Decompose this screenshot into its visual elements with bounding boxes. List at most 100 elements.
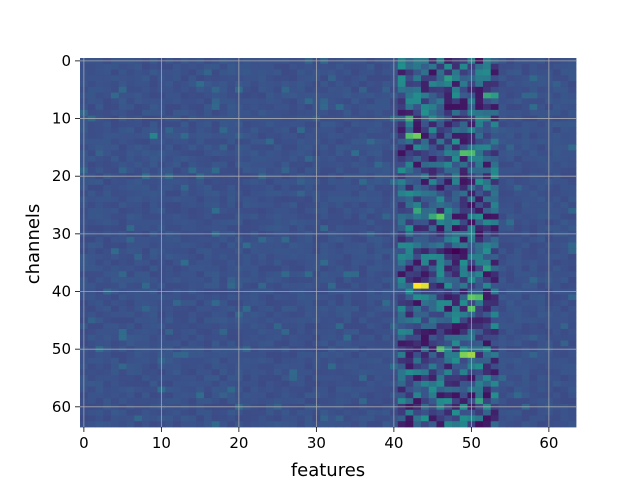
heatmap-cell <box>429 260 437 266</box>
heatmap-cell <box>530 144 538 150</box>
heatmap-cell <box>204 75 212 81</box>
heatmap-cell <box>413 150 421 156</box>
heatmap-cell <box>336 139 344 145</box>
heatmap-cell <box>452 127 460 133</box>
heatmap-cell <box>413 87 421 93</box>
heatmap-cell <box>491 271 499 277</box>
heatmap-cell <box>444 387 452 393</box>
heatmap-cell <box>561 421 569 427</box>
heatmap-cell <box>320 98 328 104</box>
heatmap-cell <box>359 364 367 370</box>
heatmap-cell <box>134 341 142 347</box>
heatmap-cell <box>305 369 313 375</box>
heatmap-cell <box>320 70 328 76</box>
heatmap-cell <box>88 323 96 329</box>
heatmap-cell <box>227 110 235 116</box>
heatmap-cell <box>530 202 538 208</box>
heatmap-cell <box>243 410 251 416</box>
heatmap-cell <box>344 410 352 416</box>
heatmap-cell <box>243 248 251 254</box>
heatmap-cell <box>88 127 96 133</box>
heatmap-cell <box>266 300 274 306</box>
heatmap-cell <box>375 323 383 329</box>
y-tick-label: 20 <box>52 167 71 185</box>
heatmap-cell <box>173 185 181 191</box>
heatmap-cell <box>103 369 111 375</box>
heatmap-cell <box>266 317 274 323</box>
heatmap-cell <box>181 329 189 335</box>
heatmap-cell <box>530 381 538 387</box>
heatmap-cell <box>266 139 274 145</box>
heatmap-cell <box>421 110 429 116</box>
heatmap-cell <box>460 294 468 300</box>
heatmap-cell <box>328 237 336 243</box>
heatmap-cell <box>282 225 290 231</box>
heatmap-cell <box>483 381 491 387</box>
heatmap-cell <box>452 81 460 87</box>
heatmap-cell <box>88 364 96 370</box>
heatmap-cell <box>96 64 104 70</box>
heatmap-cell <box>274 87 282 93</box>
heatmap-cell <box>475 196 483 202</box>
heatmap-cell <box>320 277 328 283</box>
heatmap-cell <box>196 277 204 283</box>
heatmap-cell <box>367 110 375 116</box>
heatmap-cell <box>522 248 530 254</box>
heatmap-cell <box>96 317 104 323</box>
heatmap-cell <box>382 300 390 306</box>
heatmap-cell <box>212 243 220 249</box>
heatmap-cell <box>173 260 181 266</box>
heatmap-cell <box>111 341 119 347</box>
heatmap-cell <box>522 64 530 70</box>
heatmap-cell <box>429 271 437 277</box>
heatmap-cell <box>212 202 220 208</box>
heatmap-cell <box>553 133 561 139</box>
heatmap-cell <box>258 341 266 347</box>
heatmap-cell <box>460 364 468 370</box>
heatmap-cell <box>398 312 406 318</box>
heatmap-cell <box>553 294 561 300</box>
heatmap-cell <box>150 248 158 254</box>
heatmap-cell <box>328 144 336 150</box>
heatmap-cell <box>406 139 414 145</box>
heatmap-cell <box>568 110 576 116</box>
heatmap-cell <box>96 70 104 76</box>
heatmap-cell <box>483 335 491 341</box>
heatmap-cell <box>406 277 414 283</box>
heatmap-cell <box>88 335 96 341</box>
heatmap-cell <box>150 64 158 70</box>
heatmap-cell <box>220 139 228 145</box>
heatmap-cell <box>506 335 514 341</box>
heatmap-cell <box>460 139 468 145</box>
heatmap-cell <box>382 243 390 249</box>
heatmap-cell <box>553 277 561 283</box>
heatmap-cell <box>537 133 545 139</box>
heatmap-cell <box>351 364 359 370</box>
heatmap-cell <box>475 387 483 393</box>
heatmap-cell <box>111 410 119 416</box>
heatmap-cell <box>499 104 507 110</box>
heatmap-cell <box>282 421 290 427</box>
heatmap-cell <box>398 127 406 133</box>
heatmap-cell <box>96 358 104 364</box>
heatmap-cell <box>514 248 522 254</box>
heatmap-cell <box>537 312 545 318</box>
heatmap-cell <box>220 202 228 208</box>
heatmap-cell <box>359 70 367 76</box>
heatmap-cell <box>499 248 507 254</box>
heatmap-cell <box>212 358 220 364</box>
heatmap-cell <box>475 144 483 150</box>
heatmap-cell <box>421 277 429 283</box>
heatmap-cell <box>88 300 96 306</box>
heatmap-cell <box>452 248 460 254</box>
heatmap-cell <box>134 248 142 254</box>
heatmap-cell <box>204 121 212 127</box>
heatmap-cell <box>406 162 414 168</box>
heatmap-cell <box>212 104 220 110</box>
heatmap-cell <box>336 237 344 243</box>
heatmap-cell <box>189 335 197 341</box>
heatmap-cell <box>491 398 499 404</box>
heatmap-cell <box>173 341 181 347</box>
heatmap-cell <box>444 110 452 116</box>
